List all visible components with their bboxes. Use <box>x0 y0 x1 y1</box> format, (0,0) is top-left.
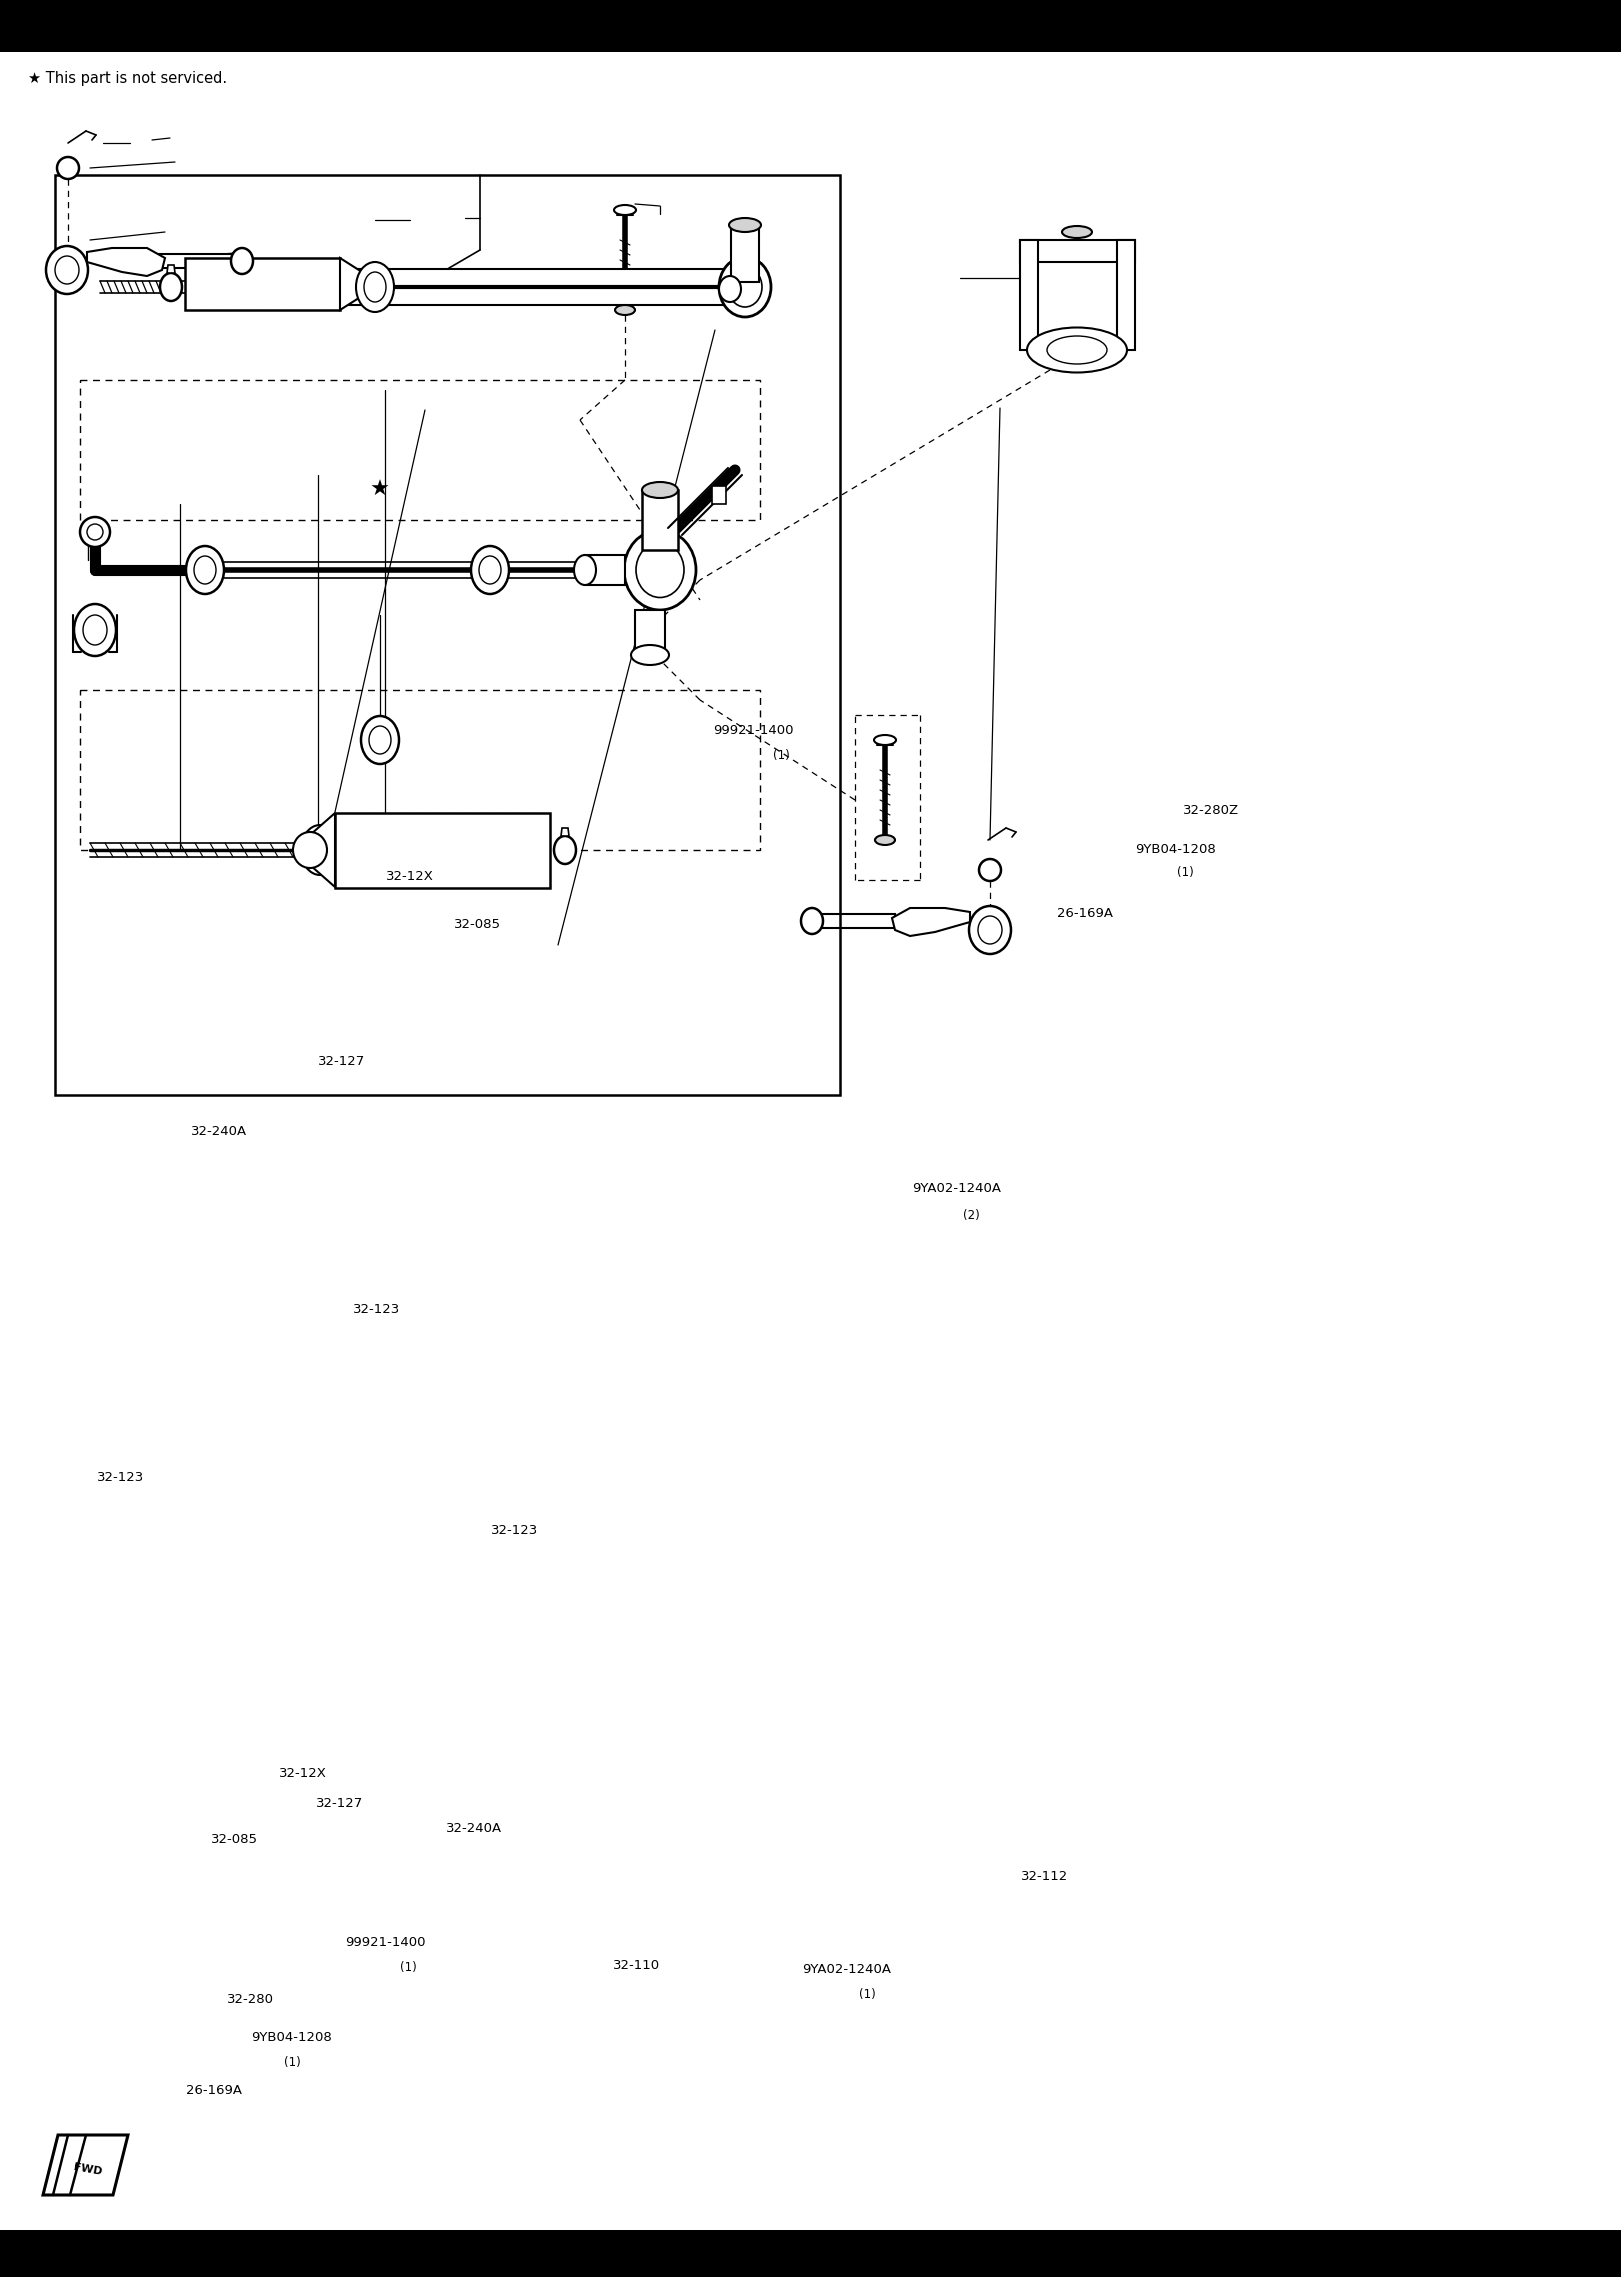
Polygon shape <box>310 813 336 888</box>
Text: 32-280Z: 32-280Z <box>1183 804 1240 817</box>
Ellipse shape <box>631 644 669 665</box>
Text: ★: ★ <box>370 480 391 501</box>
Ellipse shape <box>1028 328 1127 373</box>
Bar <box>336 813 550 888</box>
Ellipse shape <box>574 556 597 585</box>
Bar <box>0 2229 1621 2277</box>
Ellipse shape <box>160 273 182 301</box>
Ellipse shape <box>624 531 695 610</box>
Bar <box>1020 239 1135 262</box>
Bar <box>156 255 235 269</box>
Text: 9YA02-1240A: 9YA02-1240A <box>913 1182 1002 1195</box>
Text: (1): (1) <box>859 1988 875 2001</box>
Text: 9YB04-1208: 9YB04-1208 <box>251 2031 332 2045</box>
Ellipse shape <box>1047 337 1107 364</box>
Bar <box>185 257 340 310</box>
Text: 99921-1400: 99921-1400 <box>345 1935 426 1949</box>
Text: (1): (1) <box>773 749 789 763</box>
Polygon shape <box>892 909 969 936</box>
Text: (1): (1) <box>1177 865 1193 879</box>
Ellipse shape <box>88 524 104 540</box>
Ellipse shape <box>614 205 635 214</box>
Text: 32-12X: 32-12X <box>386 870 434 883</box>
Ellipse shape <box>720 276 741 303</box>
Bar <box>635 610 665 656</box>
Text: (1): (1) <box>284 2056 300 2070</box>
Bar <box>815 913 895 929</box>
Ellipse shape <box>365 271 386 303</box>
Text: 99921-1400: 99921-1400 <box>713 724 794 738</box>
Ellipse shape <box>728 266 762 307</box>
Text: 32-085: 32-085 <box>211 1833 258 1847</box>
Text: 32-123: 32-123 <box>491 1523 538 1537</box>
Ellipse shape <box>310 836 331 865</box>
Text: 9YA02-1240A: 9YA02-1240A <box>802 1963 892 1976</box>
Text: (1): (1) <box>400 1960 417 1974</box>
Ellipse shape <box>79 517 110 546</box>
Bar <box>0 0 1621 52</box>
Ellipse shape <box>554 836 575 863</box>
Ellipse shape <box>45 246 88 294</box>
Bar <box>712 485 726 503</box>
Text: 32-280: 32-280 <box>227 1992 274 2006</box>
Ellipse shape <box>977 915 1002 945</box>
Ellipse shape <box>55 255 79 285</box>
Ellipse shape <box>875 836 895 845</box>
Text: 32-127: 32-127 <box>318 1054 365 1068</box>
Bar <box>55 175 840 1095</box>
Text: FWD: FWD <box>73 2163 104 2177</box>
Polygon shape <box>340 257 361 310</box>
Ellipse shape <box>478 556 501 583</box>
Ellipse shape <box>256 269 284 305</box>
Ellipse shape <box>186 546 224 594</box>
Text: 32-127: 32-127 <box>316 1797 363 1810</box>
Polygon shape <box>561 829 569 836</box>
Ellipse shape <box>729 219 760 232</box>
Text: 9YB04-1208: 9YB04-1208 <box>1135 842 1216 856</box>
Ellipse shape <box>874 735 896 745</box>
Text: 32-240A: 32-240A <box>191 1125 248 1138</box>
Ellipse shape <box>472 546 509 594</box>
Ellipse shape <box>302 824 339 874</box>
Ellipse shape <box>969 906 1012 954</box>
Ellipse shape <box>614 305 635 314</box>
Text: 32-085: 32-085 <box>454 918 501 931</box>
Ellipse shape <box>232 248 253 273</box>
Text: 32-123: 32-123 <box>97 1471 144 1485</box>
Bar <box>271 269 746 305</box>
Ellipse shape <box>801 909 823 934</box>
Bar <box>731 228 759 282</box>
Text: 32-123: 32-123 <box>353 1302 400 1316</box>
Text: ★ This part is not serviced.: ★ This part is not serviced. <box>28 71 227 87</box>
Ellipse shape <box>195 556 216 583</box>
Bar <box>642 490 678 551</box>
Text: (2): (2) <box>963 1209 979 1223</box>
Ellipse shape <box>357 262 394 312</box>
Bar <box>585 556 626 585</box>
Text: 32-110: 32-110 <box>613 1958 660 1972</box>
Text: 32-240A: 32-240A <box>446 1822 503 1835</box>
Ellipse shape <box>370 726 391 754</box>
Text: 32-12X: 32-12X <box>279 1767 327 1781</box>
Ellipse shape <box>720 257 772 317</box>
Bar <box>1117 239 1135 351</box>
Ellipse shape <box>1062 225 1093 239</box>
Polygon shape <box>88 248 165 276</box>
Ellipse shape <box>635 542 684 597</box>
Ellipse shape <box>263 276 277 298</box>
Polygon shape <box>167 264 175 273</box>
Text: 32-112: 32-112 <box>1021 1869 1068 1883</box>
Ellipse shape <box>293 831 327 868</box>
Ellipse shape <box>57 157 79 180</box>
Ellipse shape <box>642 483 678 499</box>
Text: 26-169A: 26-169A <box>1057 906 1114 920</box>
Text: 26-169A: 26-169A <box>186 2083 243 2097</box>
Bar <box>1020 239 1037 351</box>
Ellipse shape <box>83 615 107 644</box>
Ellipse shape <box>361 715 399 765</box>
Ellipse shape <box>75 603 117 656</box>
Ellipse shape <box>979 858 1002 881</box>
